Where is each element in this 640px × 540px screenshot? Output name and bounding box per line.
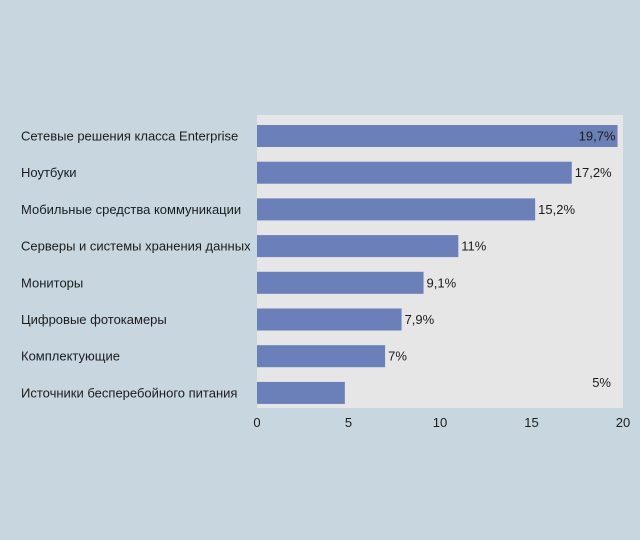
category-label: Мониторы: [21, 275, 83, 290]
bar: [257, 381, 345, 404]
data-label: 19,7%: [579, 129, 616, 144]
x-tick-label: 20: [616, 415, 630, 430]
x-tick-label: 0: [253, 415, 260, 430]
category-label: Мобильные средства коммуникации: [21, 202, 241, 217]
category-labels: Сетевые решения класса Enterprise Ноутбук…: [21, 129, 251, 401]
bar: [257, 271, 424, 294]
bar: [257, 235, 459, 258]
bar: [257, 125, 618, 147]
data-label: 5%: [592, 375, 611, 390]
x-axis-ticks: 0 5 10 15 20: [253, 415, 630, 430]
x-tick-label: 5: [345, 415, 352, 430]
category-label: Источники бесперебойного питания: [21, 385, 237, 400]
bar: [257, 345, 386, 368]
category-label: Комплектующие: [21, 349, 120, 364]
data-label: 11%: [461, 239, 486, 254]
bar: [257, 161, 572, 184]
data-label: 17,2%: [575, 165, 612, 180]
category-label: Ноутбуки: [21, 165, 77, 180]
data-label: 7,9%: [405, 312, 435, 327]
data-label: 15,2%: [538, 202, 575, 217]
bar: [257, 308, 402, 331]
x-tick-label: 10: [433, 415, 447, 430]
category-label: Сетевые решения класса Enterprise: [21, 129, 238, 144]
bar: [257, 198, 536, 221]
bars: [257, 125, 618, 404]
data-label: 7%: [388, 349, 407, 364]
category-label: Серверы и системы хранения данных: [21, 239, 251, 254]
data-label: 9,1%: [427, 275, 457, 290]
x-tick-label: 15: [524, 415, 538, 430]
category-label: Цифровые фотокамеры: [21, 312, 167, 327]
data-labels: 19,7% 17,2% 15,2% 11% 9,1% 7,9% 7% 5%: [388, 129, 616, 390]
